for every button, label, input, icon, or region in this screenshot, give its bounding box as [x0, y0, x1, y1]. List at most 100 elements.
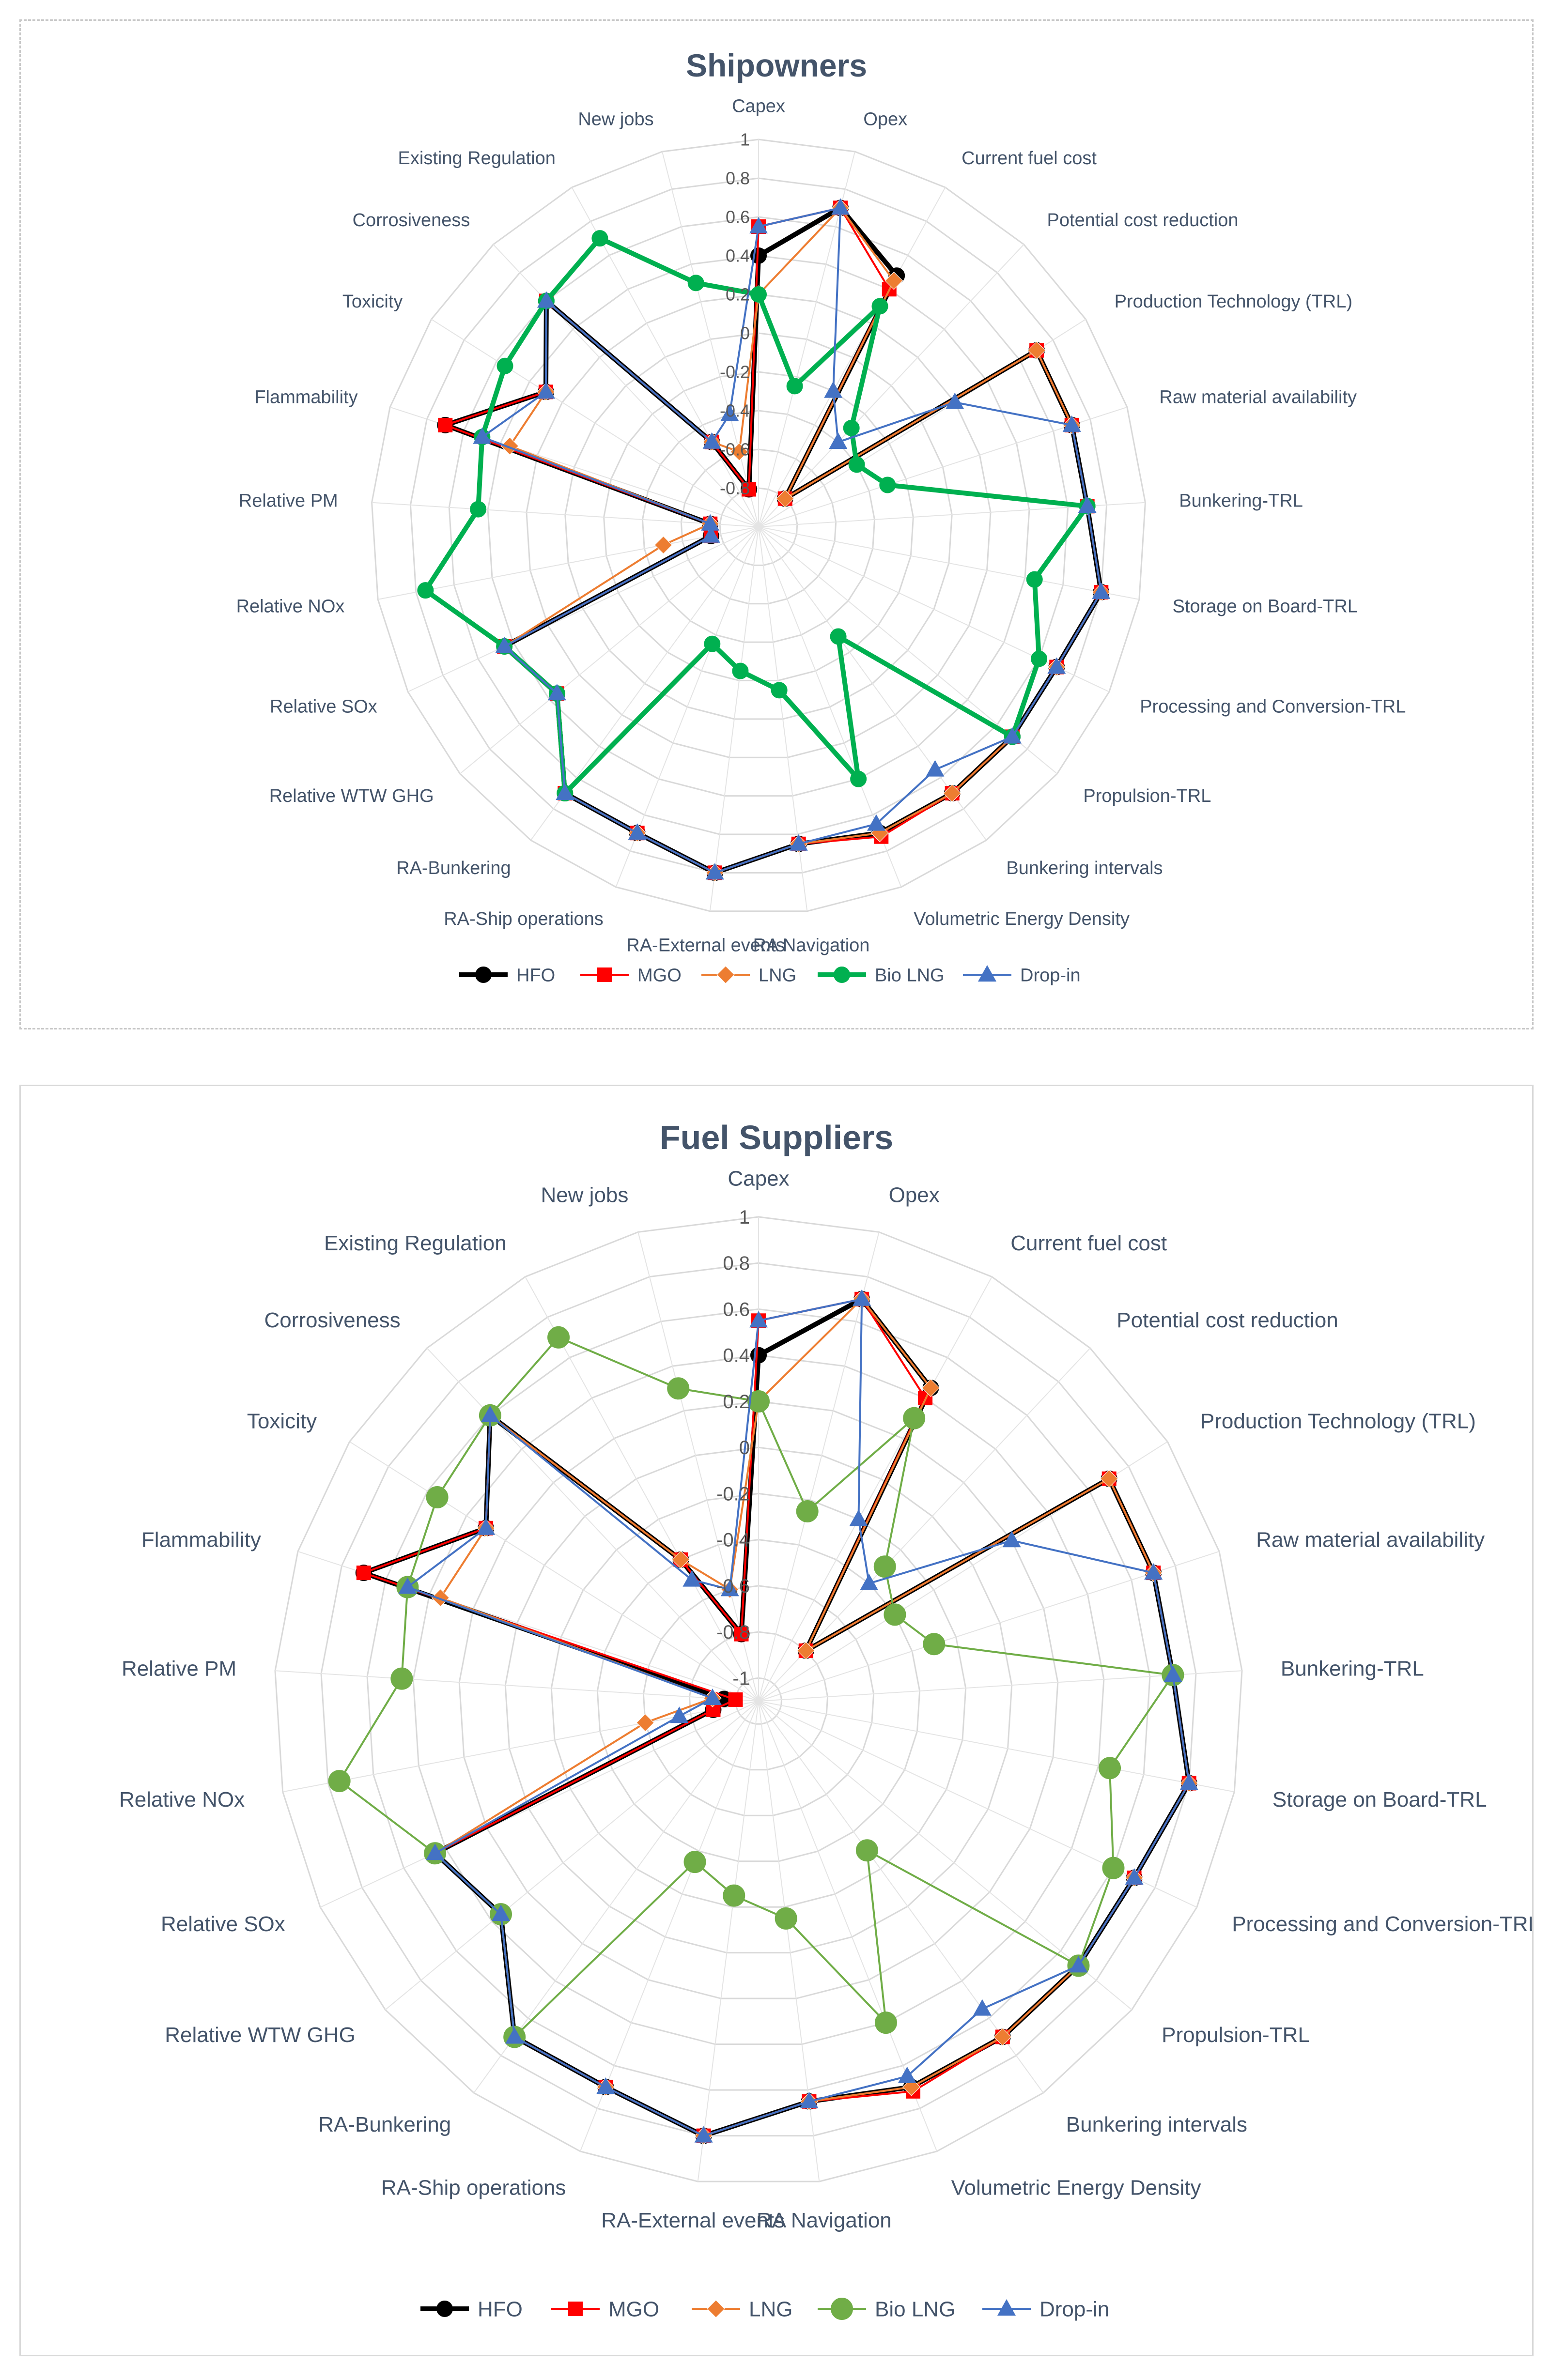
data-point-drop-in-18	[701, 526, 720, 543]
data-point-bio-lng-24	[667, 1377, 690, 1400]
grid-spoke	[275, 1670, 759, 1702]
data-point-drop-in-17	[426, 1843, 445, 1860]
grid-ring	[688, 1631, 829, 1771]
data-point-drop-in-1	[831, 198, 850, 215]
category-label-ra-bunkering: RA-Bunkering	[396, 858, 511, 878]
data-point-mgo-19	[728, 1692, 743, 1707]
data-point-lng-18	[636, 1713, 654, 1732]
data-point-lng-24	[730, 443, 748, 461]
legend-item-mgo: MGO	[551, 2297, 659, 2321]
data-point-lng-2	[884, 272, 903, 290]
legend-item-hfo: HFO	[420, 2297, 523, 2321]
series-lng	[426, 1290, 1198, 2145]
legend-label: HFO	[516, 965, 555, 985]
category-label-toxicity: Toxicity	[247, 1410, 317, 1433]
legend-label: HFO	[478, 2297, 523, 2321]
grid-spoke	[758, 1276, 993, 1702]
legend-item-hfo: HFO	[459, 965, 555, 985]
legend-label: LNG	[759, 965, 796, 985]
data-point-bio-lng-7	[1099, 1757, 1121, 1780]
data-point-bio-lng-13	[723, 1884, 745, 1907]
category-label-bunkering-intervals: Bunkering intervals	[1066, 2113, 1247, 2136]
data-point-bio-lng-10	[830, 628, 847, 645]
series-drop-in	[398, 1289, 1198, 2143]
grid-ring	[371, 138, 1146, 912]
series-line-drop-in	[406, 1298, 1190, 2137]
data-point-bio-lng-23	[591, 230, 608, 247]
grid-spoke	[758, 526, 1140, 600]
category-label-volumetric-energy-density: Volumetric Energy Density	[914, 909, 1130, 929]
data-point-drop-in-10	[973, 1999, 992, 2016]
grid-spoke	[758, 244, 1024, 527]
data-point-lng-4	[1100, 1470, 1118, 1488]
category-label-current-fuel-cost: Current fuel cost	[962, 148, 1097, 169]
legend-swatch-marker	[597, 967, 612, 982]
legend: HFO MGO LNG Bio LNG Drop-in	[420, 2297, 1109, 2321]
category-label-relative-pm: Relative PM	[239, 491, 338, 511]
legend-label: MGO	[637, 965, 682, 985]
data-point-drop-in-13	[705, 863, 724, 880]
category-label-ra-navigation: RA Navigation	[753, 935, 870, 955]
legend-item-bio-lng: Bio LNG	[818, 2297, 955, 2321]
data-point-bio-lng-18	[417, 582, 434, 599]
data-point-lng-18	[654, 536, 673, 554]
grid-spoke	[426, 1348, 759, 1702]
category-label-raw-material-availability: Raw material availability	[1256, 1528, 1485, 1552]
grid-spoke	[758, 187, 946, 527]
category-label-capex: Capex	[728, 1167, 789, 1190]
category-label-current-fuel-cost: Current fuel cost	[1010, 1231, 1167, 1255]
category-label-production-technology-trl: Production Technology (TRL)	[1200, 1410, 1476, 1433]
data-point-bio-lng-12	[775, 1907, 797, 1930]
data-point-drop-in-20	[398, 1577, 417, 1594]
grid-ring	[412, 1354, 1105, 2045]
tick-label: 0.6	[723, 1299, 750, 1320]
legend-swatch-marker	[834, 967, 850, 983]
data-point-bio-lng-8	[1031, 650, 1048, 667]
category-label-volumetric-energy-density: Volumetric Energy Density	[951, 2176, 1201, 2200]
chart-title: Fuel Suppliers	[660, 1119, 893, 1156]
data-point-bio-lng-8	[1102, 1857, 1125, 1879]
grid-spoke	[709, 526, 759, 911]
category-label-capex: Capex	[732, 96, 785, 116]
tick-label: -0.2	[716, 1483, 750, 1505]
category-label-existing-regulation: Existing Regulation	[324, 1231, 507, 1255]
data-point-drop-in-14	[628, 823, 647, 840]
data-point-bio-lng-5	[923, 1633, 946, 1656]
data-point-bio-lng-19	[470, 501, 487, 518]
fuel-suppliers-chart-panel: Fuel Suppliers -1 -0.8 -0.6 -0.4 -0.2 0 0.2 0.4 0…	[19, 1085, 1534, 2356]
data-point-drop-in-5	[1144, 1563, 1163, 1580]
grid-spoke	[637, 1232, 759, 1702]
grid-spoke	[758, 1701, 1132, 2011]
category-label-bunkering-intervals: Bunkering intervals	[1006, 858, 1163, 878]
series-group	[417, 198, 1111, 882]
data-point-drop-in-0	[749, 217, 768, 233]
legend-swatch-marker	[436, 2301, 453, 2317]
data-point-drop-in-15	[556, 783, 574, 800]
grid-spoke	[697, 1701, 759, 2182]
data-point-drop-in-24	[720, 404, 739, 421]
tick-label: -0.2	[720, 362, 750, 382]
grid-ring	[734, 1677, 783, 1725]
grid-ring	[680, 448, 837, 605]
data-point-drop-in-16	[547, 684, 566, 701]
category-label-processing-and-conversion-trl: Processing and Conversion-TRL	[1232, 1912, 1532, 1936]
category-label-new-jobs: New jobs	[541, 1183, 628, 1207]
data-point-lng-20	[500, 437, 519, 455]
legend-swatch-marker	[568, 2302, 583, 2316]
data-point-drop-in-7	[1092, 582, 1111, 599]
data-point-drop-in-12	[789, 834, 808, 851]
series-bio-lng	[328, 1326, 1184, 2048]
grid-spoke	[372, 502, 759, 527]
grid-ring	[366, 1308, 1151, 2091]
data-point-drop-in-10	[926, 760, 945, 777]
data-point-bio-lng-14	[683, 1851, 706, 1873]
tick-label: 0.2	[723, 1391, 750, 1413]
grid-ring	[274, 1216, 1243, 2182]
legend-item-mgo: MGO	[580, 965, 682, 985]
legend-label: MGO	[608, 2297, 659, 2321]
data-point-drop-in-6	[1078, 496, 1097, 513]
data-point-drop-in-8	[1047, 657, 1066, 674]
tick-label: -0.8	[720, 478, 750, 498]
category-label-flammability: Flammability	[141, 1528, 261, 1552]
radial-tick-labels: -1 -0.8 -0.6 -0.4 -0.2 0 0.2 0.4 0.6 0.8 1	[716, 1207, 750, 1689]
